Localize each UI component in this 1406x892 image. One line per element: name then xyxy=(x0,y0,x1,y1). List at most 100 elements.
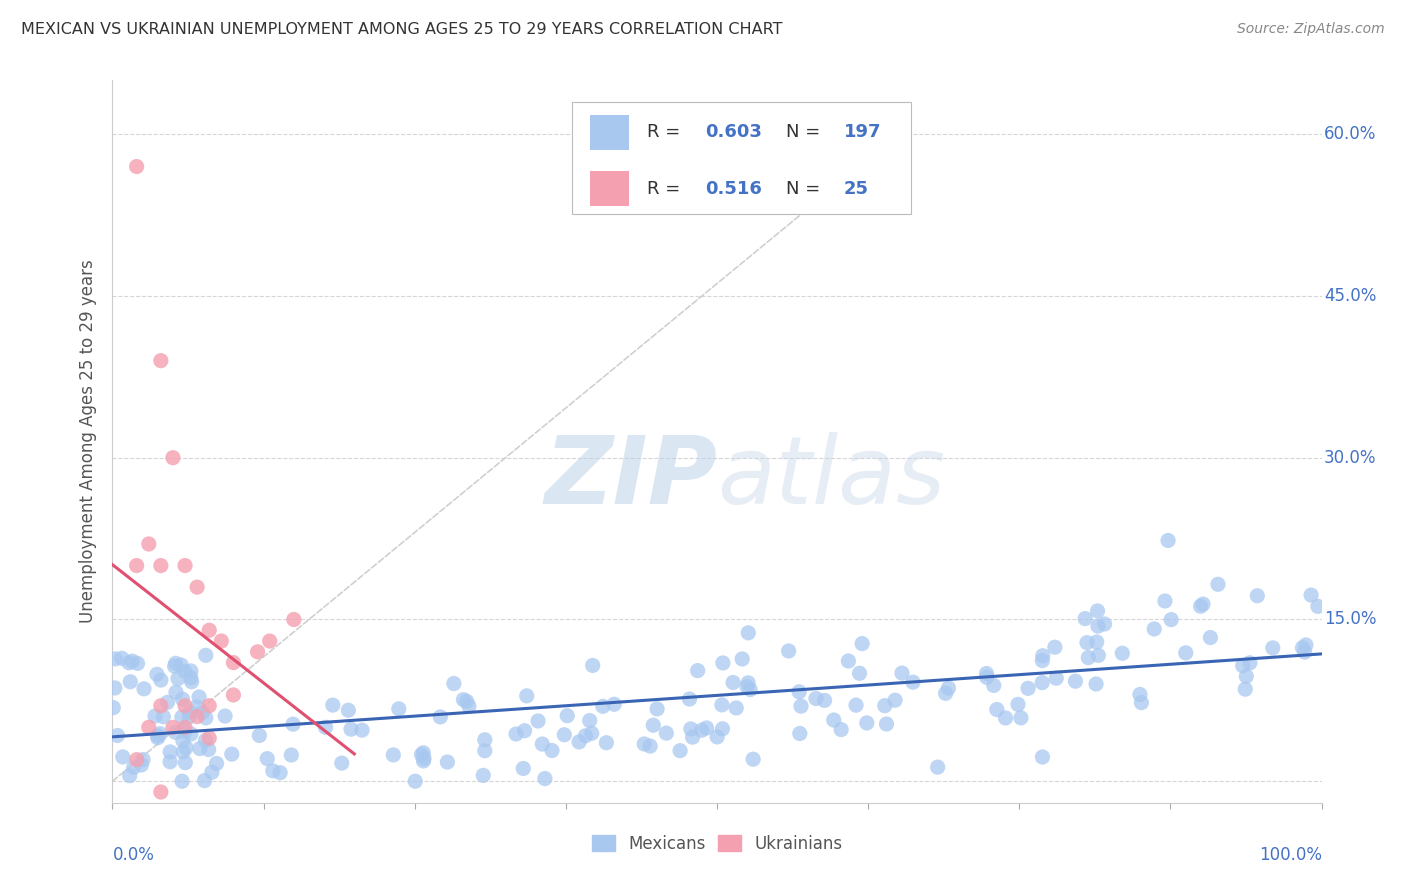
Point xyxy=(122,760,145,774)
Text: ZIP: ZIP xyxy=(544,432,717,524)
Point xyxy=(138,537,160,551)
Point xyxy=(174,558,197,573)
Point xyxy=(976,670,998,684)
Point xyxy=(804,691,827,706)
Point xyxy=(474,744,496,758)
Point xyxy=(194,733,217,747)
Point xyxy=(645,702,668,716)
Point xyxy=(146,667,169,681)
Bar xyxy=(591,115,628,150)
Point xyxy=(177,710,200,724)
Point xyxy=(111,651,134,665)
Point xyxy=(935,686,957,700)
Point xyxy=(711,722,734,736)
Point xyxy=(1291,640,1313,655)
Point xyxy=(222,688,245,702)
Point xyxy=(146,729,169,743)
Point xyxy=(165,657,187,671)
Point xyxy=(186,709,208,723)
Point xyxy=(443,676,465,690)
Point xyxy=(574,729,596,743)
Point xyxy=(174,756,197,770)
Point xyxy=(194,648,217,663)
Point xyxy=(125,160,148,174)
Point xyxy=(146,731,169,745)
Point xyxy=(149,353,172,368)
Point xyxy=(198,698,221,713)
Point xyxy=(121,654,143,668)
Point xyxy=(1189,599,1212,614)
Point xyxy=(1076,635,1098,649)
Point xyxy=(118,656,141,670)
Text: 60.0%: 60.0% xyxy=(1324,125,1376,144)
Point xyxy=(1087,619,1109,633)
Point xyxy=(209,634,232,648)
Text: 100.0%: 100.0% xyxy=(1258,847,1322,864)
Point xyxy=(337,703,360,717)
Point xyxy=(149,785,172,799)
Point xyxy=(638,739,661,753)
Point xyxy=(172,692,194,706)
Point xyxy=(411,747,433,762)
Point xyxy=(172,733,194,747)
Point xyxy=(976,666,998,681)
Point xyxy=(104,681,127,695)
Point xyxy=(789,726,811,740)
Text: MEXICAN VS UKRAINIAN UNEMPLOYMENT AMONG AGES 25 TO 29 YEARS CORRELATION CHART: MEXICAN VS UKRAINIAN UNEMPLOYMENT AMONG … xyxy=(21,22,783,37)
Point xyxy=(143,709,166,723)
Point xyxy=(725,701,748,715)
Point xyxy=(404,774,426,789)
Point xyxy=(1306,599,1329,614)
Point xyxy=(876,717,898,731)
Point xyxy=(120,674,142,689)
Point xyxy=(167,672,190,686)
Point xyxy=(848,666,870,681)
Point xyxy=(592,699,614,714)
Point xyxy=(513,723,536,738)
Point xyxy=(1234,669,1257,683)
Point xyxy=(456,694,478,708)
Point xyxy=(188,741,211,756)
Point xyxy=(149,727,172,741)
Point xyxy=(505,727,527,741)
Point xyxy=(1174,646,1197,660)
Point xyxy=(1043,640,1066,655)
Point xyxy=(735,680,758,694)
Point xyxy=(986,702,1008,716)
Point xyxy=(633,737,655,751)
Point xyxy=(156,695,179,709)
Text: 0.0%: 0.0% xyxy=(112,847,155,864)
Legend: Mexicans, Ukrainians: Mexicans, Ukrainians xyxy=(585,828,849,860)
Point xyxy=(737,625,759,640)
Point xyxy=(1130,696,1153,710)
Point xyxy=(186,580,208,594)
Point xyxy=(845,698,868,713)
Point xyxy=(388,702,411,716)
Point xyxy=(1143,622,1166,636)
Point xyxy=(222,656,245,670)
Point xyxy=(159,755,181,769)
Point xyxy=(527,714,550,728)
Point xyxy=(281,717,304,731)
Point xyxy=(1087,648,1109,663)
Point xyxy=(1031,675,1053,690)
Point xyxy=(682,730,704,744)
Point xyxy=(1157,533,1180,548)
Text: R =: R = xyxy=(647,179,686,198)
Point xyxy=(198,624,221,638)
Point xyxy=(787,685,810,699)
Point xyxy=(322,698,344,712)
Point xyxy=(553,728,575,742)
Point xyxy=(568,735,591,749)
Point xyxy=(474,732,496,747)
Point xyxy=(350,723,373,738)
Point xyxy=(179,705,201,719)
Point xyxy=(541,743,564,757)
Text: atlas: atlas xyxy=(717,432,945,524)
Point xyxy=(531,737,554,751)
Text: N =: N = xyxy=(786,123,825,141)
Point xyxy=(221,747,243,761)
Point xyxy=(1031,654,1053,668)
Point xyxy=(1295,638,1317,652)
Point xyxy=(534,772,557,786)
